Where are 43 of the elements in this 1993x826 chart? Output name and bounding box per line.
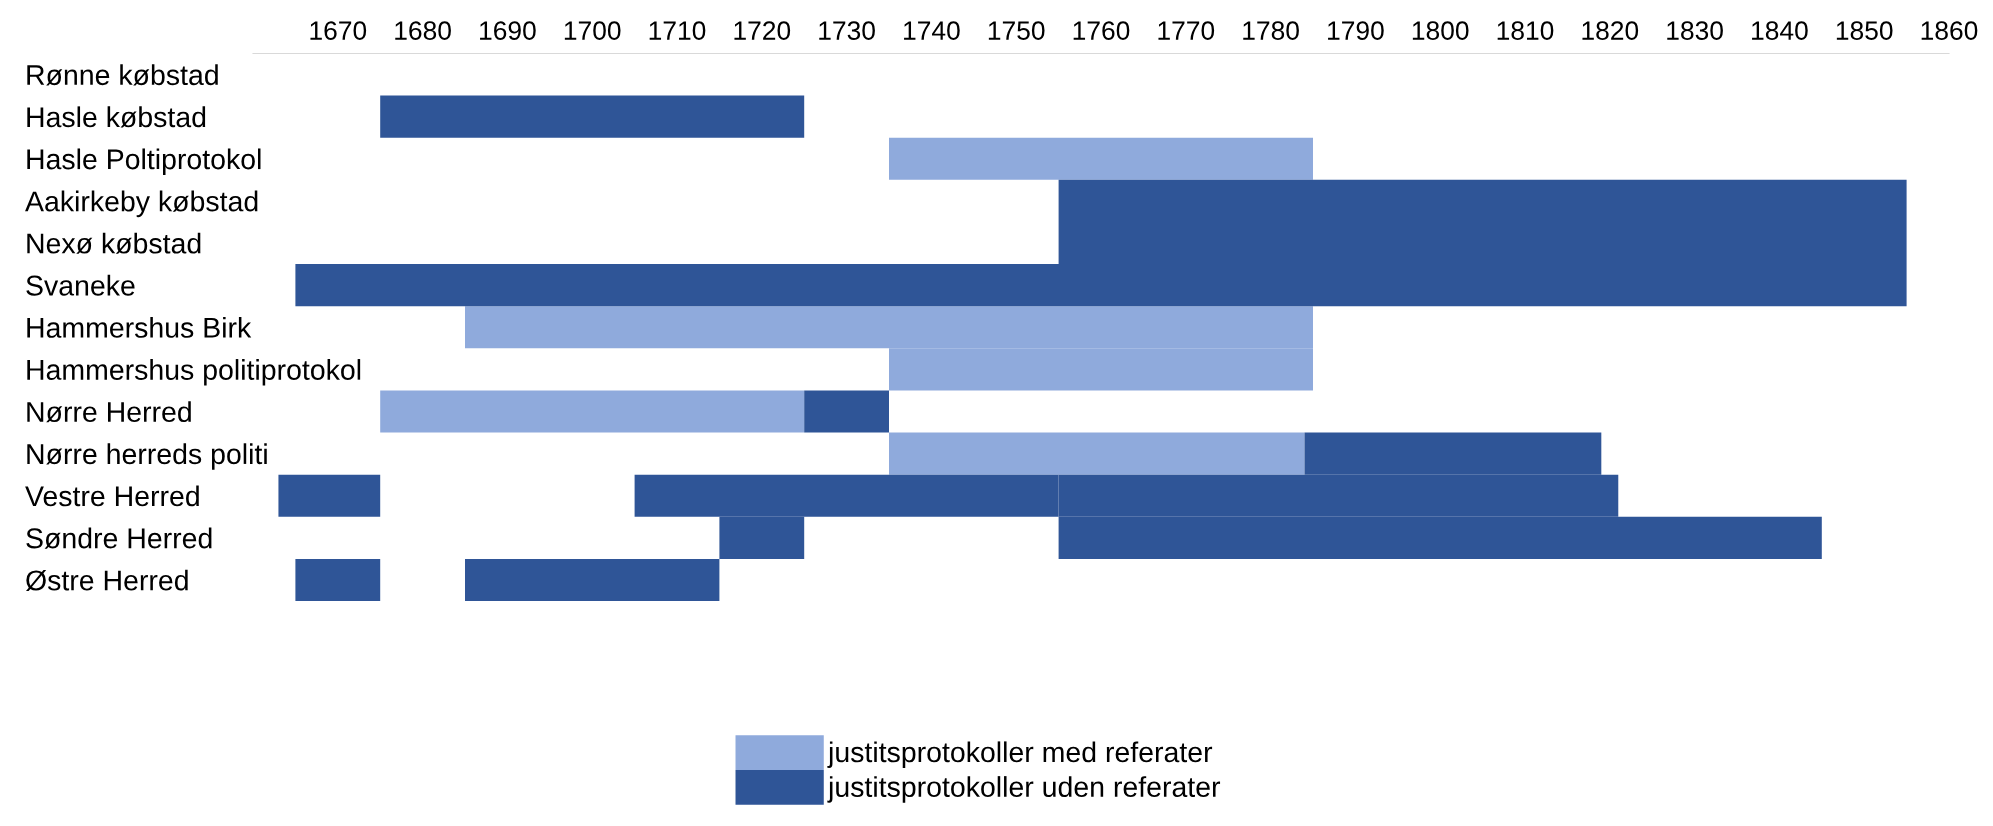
y-tick-label: Hasle Poltiprotokol [27,148,261,176]
x-tick-label: 1800 [1412,21,1469,40]
x-tick-label: 1700 [564,21,621,40]
x-tick-label: 1680 [395,21,451,40]
bar [889,432,1305,475]
bar [278,474,381,517]
x-tick-label: 1860 [1921,21,1978,40]
x-tick-label: 1770 [1158,21,1215,40]
y-tick-label: Rønne købstad [27,64,218,86]
legend-label: justitsprotokoller med referater [827,741,1213,768]
x-tick-label: 1850 [1836,21,1893,40]
y-tick-label: Aakirkeby købstad [25,190,258,218]
legend-label: justitsprotokoller uden referater [827,776,1221,803]
x-tick-label: 1840 [1752,21,1808,40]
x-tick-label: 1810 [1497,21,1554,40]
y-tick-label: Søndre Herred [26,527,212,549]
y-tick-label: Vestre Herred [25,485,199,507]
y-tick-label: Nexø købstad [27,232,201,254]
x-tick-label: 1780 [1243,21,1299,40]
x-tick-label: 1750 [988,21,1045,40]
x-tick-label: 1730 [819,21,875,40]
x-tick-label: 1670 [310,21,367,40]
x-tick-label: 1820 [1582,21,1639,40]
bar [380,95,805,138]
x-tick-label: 1790 [1328,21,1384,40]
bar [465,558,720,601]
y-tick-label: Hammershus Birk [27,316,252,338]
bar [380,390,805,433]
y-tick-label: Hasle købstad [27,106,206,128]
y-tick-label: Nørre Herred [27,401,191,423]
x-tick-label: 1830 [1667,21,1723,40]
y-tick-label: Svaneke [26,274,135,296]
x-tick-label: 1740 [904,21,960,40]
bar [804,390,889,433]
y-tick-label: Hammershus politiprotokol [27,359,361,386]
x-tick-label: 1710 [649,21,706,40]
bar [889,137,1313,180]
bar [295,558,381,601]
x-tick-label: 1720 [734,21,791,40]
y-tick-label: Østre Herred [25,569,188,591]
x-tick-label: 1690 [480,21,536,40]
x-tick-label: 1760 [1073,21,1130,40]
y-tick-label: Nørre herreds politi [27,443,267,470]
